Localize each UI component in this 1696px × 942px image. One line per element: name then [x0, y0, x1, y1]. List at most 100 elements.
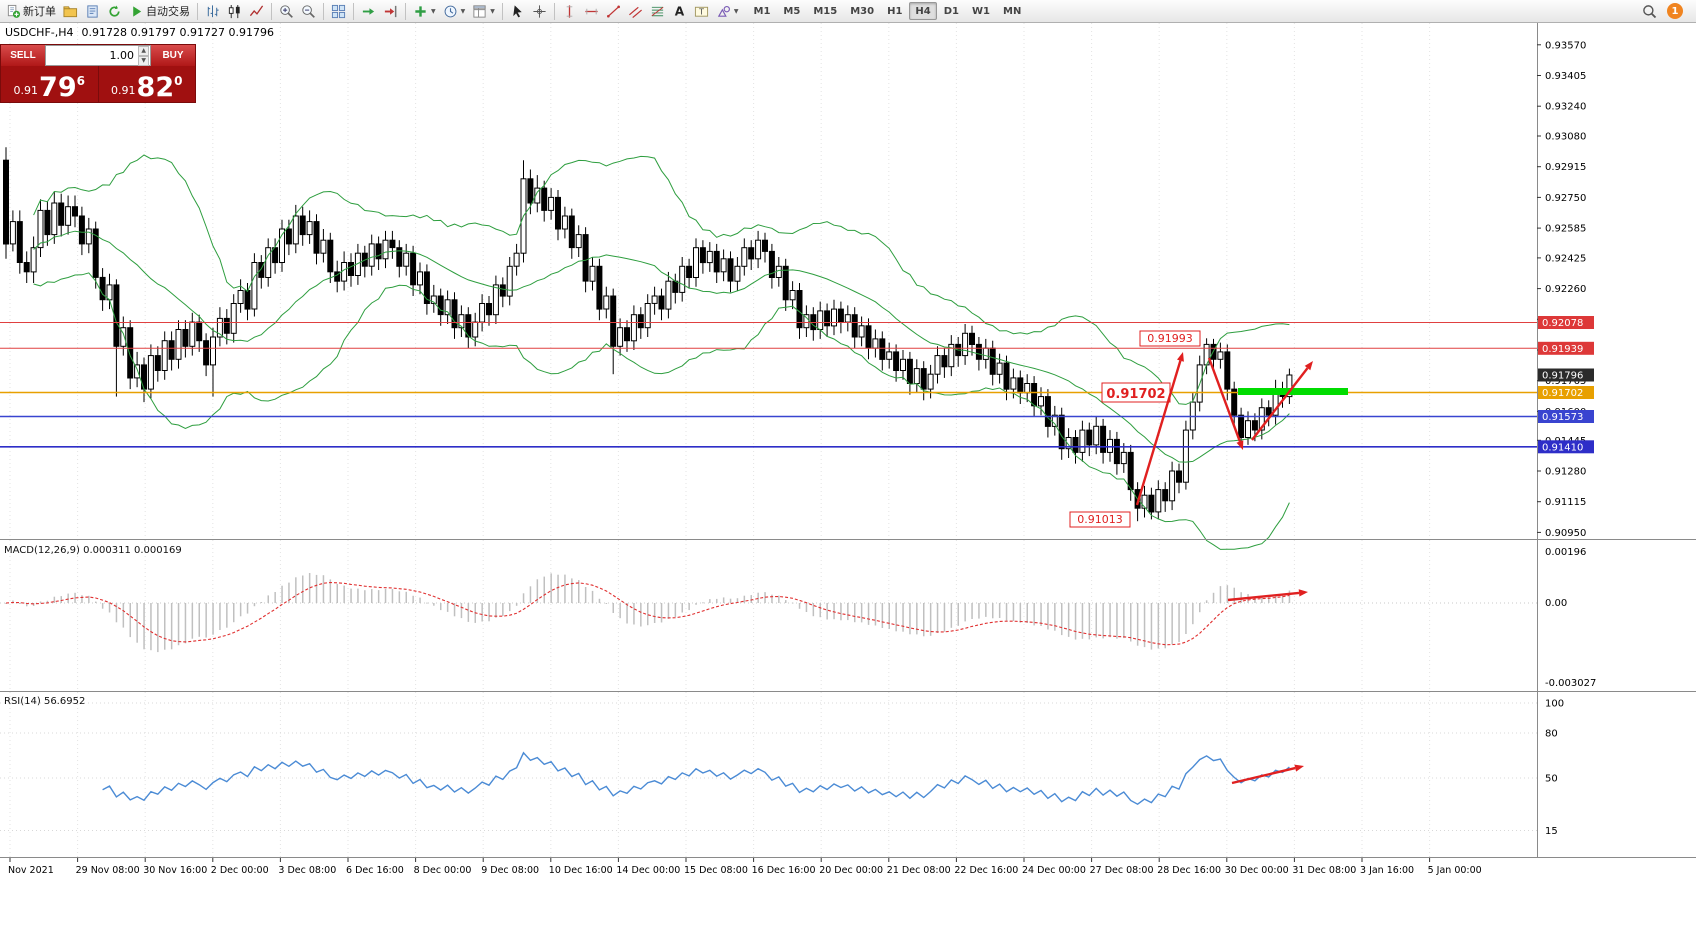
sell-price[interactable]: 0.91 79 6 [1, 66, 98, 102]
trend-arrow[interactable] [1135, 352, 1184, 506]
macd-label-group: MACD(12,26,9) 0.000311 0.000169 0.00196 0.… [4, 545, 1596, 689]
horizontal-line-button[interactable] [581, 1, 602, 21]
volume-stepper[interactable]: 1.00 ▲ ▼ [45, 45, 151, 66]
new-order-button[interactable]: 新订单 [3, 1, 59, 21]
svg-text:0.91993: 0.91993 [1147, 332, 1193, 345]
timeframe-h4-button[interactable]: H4 [909, 2, 937, 20]
rsi-label-group: RSI(14) 56.6952 100 80 50 15 [4, 696, 1564, 837]
level-lines[interactable] [0, 322, 1537, 448]
auto-scroll-button[interactable] [358, 1, 379, 21]
refresh-icon[interactable] [104, 1, 125, 21]
buy-price[interactable]: 0.91 82 0 [99, 66, 196, 102]
time-label: 16 Dec 16:00 [752, 865, 816, 876]
price-scale[interactable]: 0.93570 0.93405 0.93240 0.93080 0.92915 0.927… [1537, 40, 1594, 539]
trend-arrow[interactable] [1231, 764, 1304, 785]
time-label: 31 Dec 08:00 [1292, 865, 1356, 876]
toolbar-separator [405, 2, 406, 20]
toolbar-separator [553, 2, 555, 20]
svg-text:0.92585: 0.92585 [1545, 224, 1586, 235]
trend-arrow[interactable] [1227, 589, 1308, 602]
crosshair-button[interactable] [529, 1, 550, 21]
chart-shift-button[interactable] [380, 1, 401, 21]
fibonacci-button[interactable] [647, 1, 668, 21]
shapes-button[interactable]: ▼ [713, 1, 742, 21]
price-annotation-box[interactable]: 0.91013 [1069, 511, 1131, 528]
level-badge-91702: 0.91702 [1538, 386, 1594, 399]
search-button[interactable] [1639, 1, 1660, 21]
time-label: 8 Dec 00:00 [414, 865, 472, 876]
periods-button[interactable]: ▼ [440, 1, 469, 21]
volume-increase-button[interactable]: ▲ [138, 45, 149, 56]
template-icon [473, 4, 486, 18]
data-window-icon[interactable] [82, 1, 103, 21]
tile-windows-button[interactable] [328, 1, 349, 21]
toolbar-separator [197, 2, 198, 20]
autoscroll-icon [362, 7, 375, 15]
time-label: Nov 2021 [8, 865, 54, 876]
toolbar-separator [323, 2, 324, 20]
chart-window-icon[interactable] [60, 1, 81, 21]
timeframe-m15-button[interactable]: M15 [813, 5, 838, 17]
candlestick-chart-button[interactable] [224, 1, 245, 21]
bollinger-upper-line [33, 154, 1290, 405]
level-badge-91410: 0.91410 [1538, 440, 1594, 454]
timeframe-m5-button[interactable]: M5 [783, 5, 801, 17]
bar-chart-button[interactable] [202, 1, 223, 21]
zoom-out-icon [302, 4, 315, 18]
timeframe-mn-button[interactable]: MN [1003, 5, 1022, 17]
price-annotation-box[interactable]: 0.91702 [1101, 382, 1171, 403]
refresh-green-icon [109, 5, 120, 17]
text-button[interactable]: A [669, 1, 690, 21]
svg-text:0.92078: 0.92078 [1542, 318, 1583, 329]
time-label: 24 Dec 00:00 [1022, 865, 1086, 876]
timeframe-m30-button[interactable]: M30 [850, 5, 875, 17]
zoom-out-button[interactable] [298, 1, 319, 21]
time-label: 30 Nov 16:00 [143, 865, 207, 876]
trendline-button[interactable] [603, 1, 624, 21]
channel-button[interactable] [625, 1, 646, 21]
buy-price-big: 82 [136, 72, 175, 104]
notifications-badge[interactable]: 1 [1667, 3, 1683, 19]
trend-arrow[interactable] [1251, 361, 1313, 441]
toolbar-separator [501, 2, 503, 20]
chevron-down-icon: ▼ [460, 7, 466, 15]
plus-green-icon [415, 5, 426, 17]
time-scale[interactable]: Nov 2021 29 Nov 08:00 30 Nov 16:00 2 Dec 00… [8, 858, 1482, 876]
label-t-icon: T [694, 6, 708, 17]
toolbar: 新订单 自动交易 ▼ ▼ ▼ A T ▼ M1 M5 M15 M30 H1 H4 D1 W1 MN 1 [0, 0, 1696, 23]
timeframe-h1-button[interactable]: H1 [887, 5, 903, 17]
vline-icon [566, 4, 573, 18]
buy-price-prefix: 0.91 [111, 84, 136, 97]
svg-text:0.93080: 0.93080 [1545, 132, 1586, 143]
play-green-icon [133, 5, 142, 17]
timeframe-m1-button[interactable]: M1 [753, 5, 771, 17]
zoom-in-button[interactable] [276, 1, 297, 21]
line-chart-button[interactable] [246, 1, 267, 21]
indicators-button[interactable]: ▼ [410, 1, 439, 21]
text-a-icon: A [675, 4, 685, 18]
svg-text:0.92750: 0.92750 [1545, 193, 1586, 204]
time-label: 2 Dec 00:00 [211, 865, 269, 876]
trend-arrow[interactable] [1207, 357, 1244, 450]
annotations-layer[interactable]: 0.91993 0.91702 0.91013 [1069, 330, 1313, 785]
buy-button[interactable]: BUY [151, 45, 195, 66]
bars-icon [207, 4, 219, 17]
folder-yellow-icon [63, 5, 78, 17]
macd-signal-line [5, 581, 1290, 646]
hline-icon [585, 8, 598, 14]
sell-button[interactable]: SELL [1, 45, 45, 66]
volume-value: 1.00 [109, 49, 135, 62]
svg-text:0.91410: 0.91410 [1542, 442, 1583, 453]
label-button[interactable]: T [691, 1, 712, 21]
price-annotation-box[interactable]: 0.91993 [1139, 330, 1201, 347]
auto-trading-button[interactable]: 自动交易 [126, 1, 193, 21]
time-label: 15 Dec 08:00 [684, 865, 748, 876]
templates-button[interactable]: ▼ [469, 1, 498, 21]
cursor-button[interactable] [507, 1, 528, 21]
volume-decrease-button[interactable]: ▼ [138, 55, 149, 66]
timeframe-d1-button[interactable]: D1 [943, 5, 960, 17]
vertical-line-button[interactable] [559, 1, 580, 21]
timeframe-w1-button[interactable]: W1 [972, 5, 991, 17]
chart-plot-area[interactable] [0, 23, 1537, 539]
